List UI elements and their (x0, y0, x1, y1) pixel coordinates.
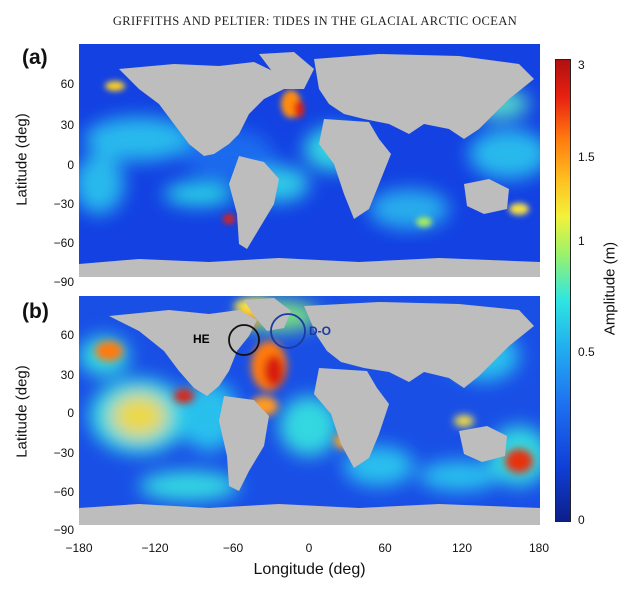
colorbar-tick: 1 (578, 234, 585, 248)
xtick: 0 (305, 541, 313, 555)
colorbar-tick: 3 (578, 58, 585, 72)
x-axis-title: Longitude (deg) (253, 561, 366, 578)
ytick: −60 (53, 236, 74, 250)
colorbar-tick: 1.5 (578, 150, 595, 164)
panel-a-label: (a) (22, 46, 48, 69)
xtick: 60 (378, 541, 392, 555)
ytick: −90 (53, 275, 74, 289)
xtick: −60 (222, 541, 244, 555)
ytick: −90 (53, 523, 74, 537)
panel-b-map (79, 296, 540, 525)
ytick: 0 (67, 158, 74, 172)
ytick: 30 (60, 368, 74, 382)
ytick: −60 (53, 485, 74, 499)
panel-a-ylabel: Latitude (deg) (13, 113, 31, 206)
ytick: −30 (53, 446, 74, 460)
xtick: −180 (65, 541, 93, 555)
ytick: −30 (53, 197, 74, 211)
ytick: 60 (60, 328, 74, 342)
xtick: 180 (528, 541, 550, 555)
ytick: 60 (60, 77, 74, 91)
panel-b-ylabel: Latitude (deg) (13, 365, 31, 458)
colorbar-tick: 0.5 (578, 345, 595, 359)
colorbar-tick: 0 (578, 513, 585, 527)
panel-b-label: (b) (22, 300, 49, 323)
he-annotation: HE (193, 332, 210, 346)
ytick: 30 (60, 118, 74, 132)
ytick: 0 (67, 406, 74, 420)
xtick: 120 (451, 541, 473, 555)
do-annotation: D-O (309, 324, 331, 338)
running-header: GRIFFITHS AND PELTIER: TIDES IN THE GLAC… (112, 14, 518, 28)
xtick: −120 (141, 541, 169, 555)
colorbar (555, 59, 571, 522)
colorbar-title: Amplitude (m) (601, 241, 619, 336)
panel-a-map (79, 44, 540, 277)
